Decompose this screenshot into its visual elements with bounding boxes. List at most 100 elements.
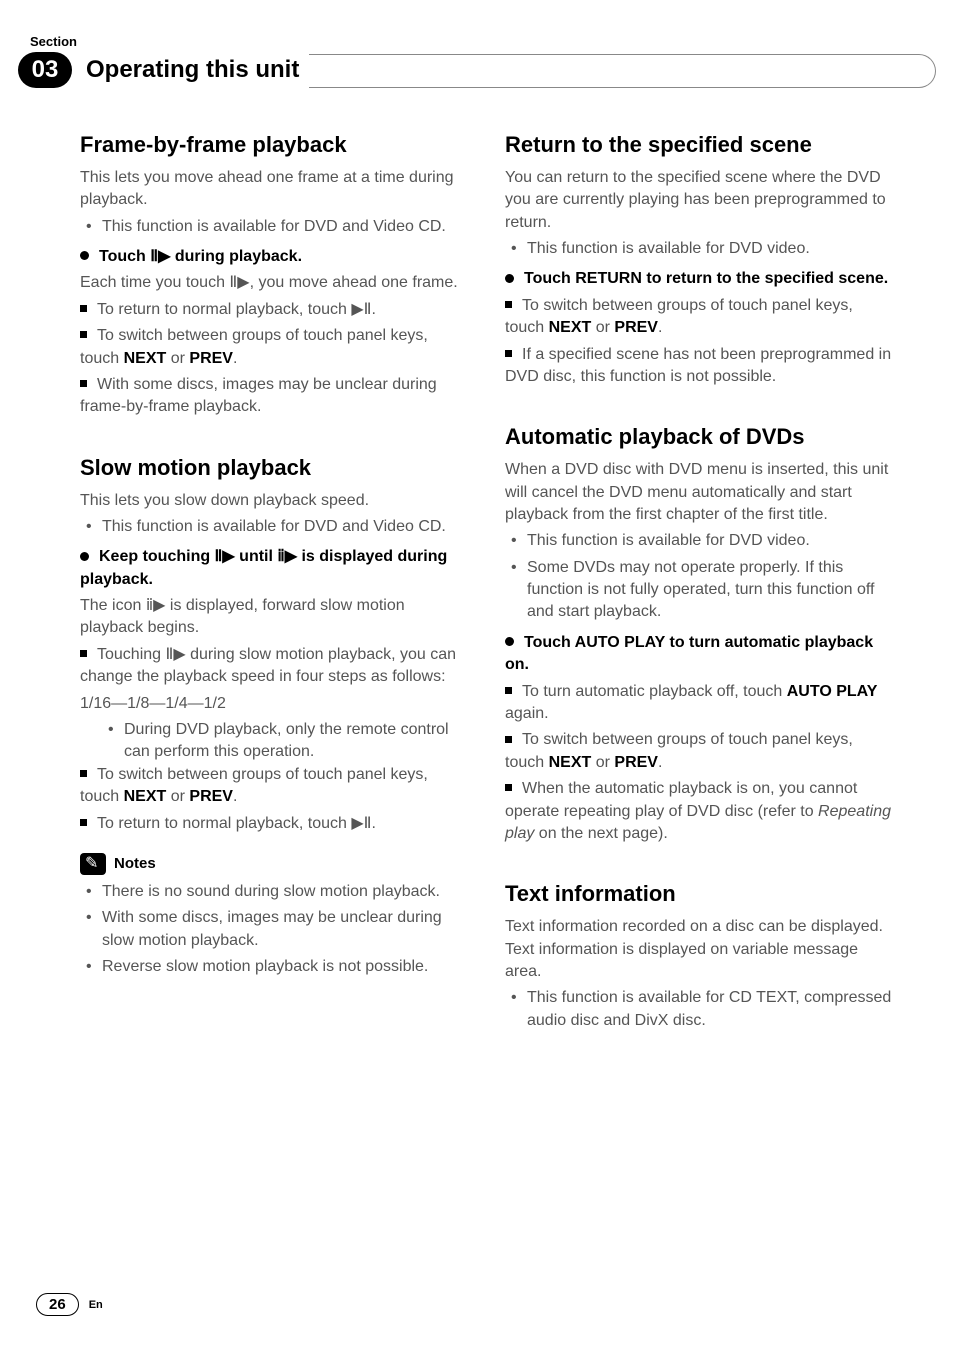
square-bullet-icon: [505, 784, 512, 791]
note-text: To return to normal playback, touch ▶Ⅱ.: [97, 301, 376, 318]
intro-text: This lets you slow down playback speed.: [80, 490, 469, 512]
note-text: To return to normal playback, touch ▶Ⅱ.: [97, 815, 376, 832]
heading-auto-playback: Automatic playback of DVDs: [505, 422, 894, 453]
list-item: This function is available for DVD video…: [505, 530, 894, 552]
list-item: With some discs, images may be unclear d…: [80, 907, 469, 952]
note-text: .: [658, 754, 662, 771]
square-bullet-icon: [80, 305, 87, 312]
nested-bullet-list: During DVD playback, only the remote con…: [80, 719, 469, 764]
step: Touch Ⅱ▶ during playback.: [80, 246, 469, 268]
square-bullet-icon: [80, 770, 87, 777]
list-item: Reverse slow motion playback is not poss…: [80, 956, 469, 978]
square-bullet-icon: [505, 687, 512, 694]
right-column: Return to the specified scene You can re…: [505, 130, 894, 1066]
chapter-title: Operating this unit: [86, 56, 299, 84]
step: Keep touching Ⅱ▶ until ⅱ▶ is displayed d…: [80, 546, 469, 591]
step: Touch RETURN to return to the specified …: [505, 268, 894, 290]
note-line: Touching Ⅱ▶ during slow motion playback,…: [80, 644, 469, 689]
key-label: PREV: [614, 754, 658, 771]
square-bullet-icon: [80, 650, 87, 657]
note-line: To switch between groups of touch panel …: [505, 295, 894, 340]
header-rule: [309, 54, 936, 88]
list-item: This function is available for DVD video…: [505, 238, 894, 260]
note-text: .: [233, 788, 237, 805]
left-column: Frame-by-frame playback This lets you mo…: [80, 130, 469, 1066]
list-item: There is no sound during slow motion pla…: [80, 881, 469, 903]
section-return-scene: Return to the specified scene You can re…: [505, 130, 894, 388]
note-text: on the next page).: [534, 825, 667, 842]
note-line: If a specified scene has not been prepro…: [505, 344, 894, 389]
note-text: or: [166, 788, 189, 805]
bullet-list: This function is available for CD TEXT, …: [505, 987, 894, 1032]
note-text: If a specified scene has not been prepro…: [505, 346, 891, 385]
notes-header: Notes: [80, 853, 469, 875]
key-label: NEXT: [549, 754, 592, 771]
note-text: .: [233, 350, 237, 367]
note-text: .: [658, 319, 662, 336]
key-label: PREV: [189, 350, 233, 367]
note-text: With some discs, images may be unclear d…: [80, 376, 437, 415]
key-label: NEXT: [549, 319, 592, 336]
key-label: AUTO PLAY: [787, 683, 878, 700]
heading-slow-motion: Slow motion playback: [80, 453, 469, 484]
heading-frame-by-frame: Frame-by-frame playback: [80, 130, 469, 161]
page-header: 03 Operating this unit: [18, 52, 936, 88]
note-line: To switch between groups of touch panel …: [80, 764, 469, 809]
list-item: During DVD playback, only the remote con…: [104, 719, 469, 764]
section-auto-playback: Automatic playback of DVDs When a DVD di…: [505, 422, 894, 845]
note-text: or: [591, 754, 614, 771]
key-label: PREV: [189, 788, 233, 805]
square-bullet-icon: [80, 331, 87, 338]
step-heading: Touch AUTO PLAY to turn automatic playba…: [505, 634, 873, 673]
page-footer: 26 En: [36, 1293, 103, 1316]
note-line: To return to normal playback, touch ▶Ⅱ.: [80, 299, 469, 321]
square-bullet-icon: [505, 301, 512, 308]
section-slow-motion: Slow motion playback This lets you slow …: [80, 453, 469, 979]
square-bullet-icon: [80, 380, 87, 387]
note-line: When the automatic playback is on, you c…: [505, 778, 894, 845]
step-heading: Touch Ⅱ▶ during playback.: [80, 248, 302, 265]
heading-text-info: Text information: [505, 879, 894, 910]
list-item: Some DVDs may not operate properly. If t…: [505, 557, 894, 624]
intro-text: This lets you move ahead one frame at a …: [80, 167, 469, 212]
intro-text: When a DVD disc with DVD menu is inserte…: [505, 459, 894, 526]
note-line: With some discs, images may be unclear d…: [80, 374, 469, 419]
list-item: This function is available for DVD and V…: [80, 516, 469, 538]
note-text: again.: [505, 705, 549, 722]
key-label: NEXT: [124, 788, 167, 805]
square-bullet-icon: [505, 350, 512, 357]
intro-text: You can return to the specified scene wh…: [505, 167, 894, 234]
note-text: Touching Ⅱ▶ during slow motion playback,…: [80, 646, 456, 685]
content-area: Frame-by-frame playback This lets you mo…: [80, 130, 894, 1066]
note-text: or: [166, 350, 189, 367]
key-label: PREV: [614, 319, 658, 336]
section-text-info: Text information Text information record…: [505, 879, 894, 1032]
note-text: When the automatic playback is on, you c…: [505, 780, 857, 819]
notes-list: There is no sound during slow motion pla…: [80, 881, 469, 979]
section-frame-by-frame: Frame-by-frame playback This lets you mo…: [80, 130, 469, 419]
notes-label: Notes: [114, 853, 156, 874]
key-label: NEXT: [124, 350, 167, 367]
step-heading: Keep touching Ⅱ▶ until ⅱ▶ is displayed d…: [80, 548, 447, 587]
step-heading: Touch RETURN to return to the specified …: [505, 270, 888, 287]
notes-icon: [80, 853, 106, 875]
square-bullet-icon: [505, 736, 512, 743]
intro-text: Text information recorded on a disc can …: [505, 916, 894, 983]
list-item: This function is available for DVD and V…: [80, 216, 469, 238]
note-line: To switch between groups of touch panel …: [80, 325, 469, 370]
note-line: To turn automatic playback off, touch AU…: [505, 681, 894, 726]
note-line: To switch between groups of touch panel …: [505, 729, 894, 774]
note-text: or: [591, 319, 614, 336]
note-text: To turn automatic playback off, touch: [522, 683, 787, 700]
bullet-list: This function is available for DVD and V…: [80, 216, 469, 238]
square-bullet-icon: [80, 819, 87, 826]
speed-steps: 1/16—1/8—1/4—1/2: [80, 693, 469, 715]
bullet-list: This function is available for DVD and V…: [80, 516, 469, 538]
section-label: Section: [30, 34, 77, 49]
page-number-badge: 26: [36, 1293, 79, 1316]
step-body: The icon ⅱ▶ is displayed, forward slow m…: [80, 595, 469, 640]
step-body: Each time you touch Ⅱ▶, you move ahead o…: [80, 272, 469, 294]
step: Touch AUTO PLAY to turn automatic playba…: [505, 632, 894, 677]
list-item: This function is available for CD TEXT, …: [505, 987, 894, 1032]
chapter-number-badge: 03: [18, 52, 72, 88]
